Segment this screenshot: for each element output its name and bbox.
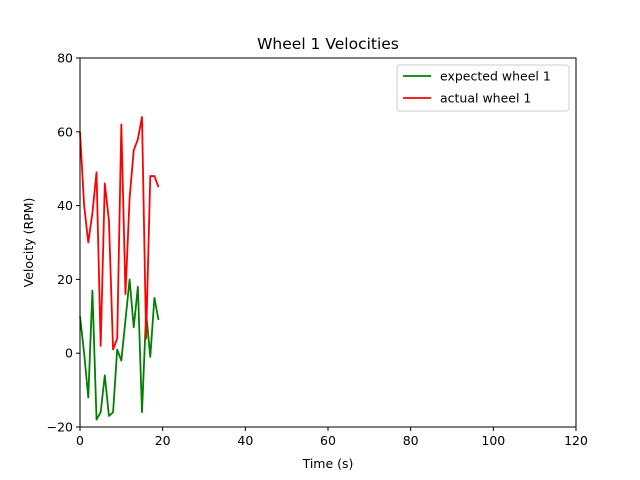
y-tick-label: 40 xyxy=(57,198,73,213)
x-tick-label: 0 xyxy=(76,433,84,448)
plot-frame xyxy=(79,57,577,428)
chart-title: Wheel 1 Velocities xyxy=(257,35,399,53)
x-tick-label: 120 xyxy=(564,433,588,448)
y-tick-label: −20 xyxy=(47,420,73,435)
x-tick-label: 100 xyxy=(481,433,505,448)
series-line-actual-wheel-1 xyxy=(79,116,160,351)
legend-box xyxy=(396,64,570,112)
y-tick-label: 80 xyxy=(57,51,73,66)
series-lines xyxy=(79,116,160,421)
y-tick-label: 0 xyxy=(65,346,73,361)
y-tick-label: 60 xyxy=(57,124,73,139)
x-tick-label: 20 xyxy=(155,433,171,448)
y-axis-label: Velocity (RPM) xyxy=(21,198,36,288)
y-tick-label: 20 xyxy=(57,272,73,287)
x-axis-ticks: 0 20 40 60 80 100 120 xyxy=(76,427,588,448)
legend-label-actual-wheel-1: actual wheel 1 xyxy=(440,91,531,106)
x-tick-label: 80 xyxy=(403,433,419,448)
legend-label-expected-wheel-1: expected wheel 1 xyxy=(440,69,551,84)
x-tick-label: 60 xyxy=(320,433,336,448)
x-tick-label: 40 xyxy=(237,433,253,448)
legend: expected wheel 1 actual wheel 1 xyxy=(396,64,570,112)
x-axis-label: Time (s) xyxy=(302,456,354,471)
y-axis-ticks: −20 0 20 40 60 80 xyxy=(47,51,80,435)
